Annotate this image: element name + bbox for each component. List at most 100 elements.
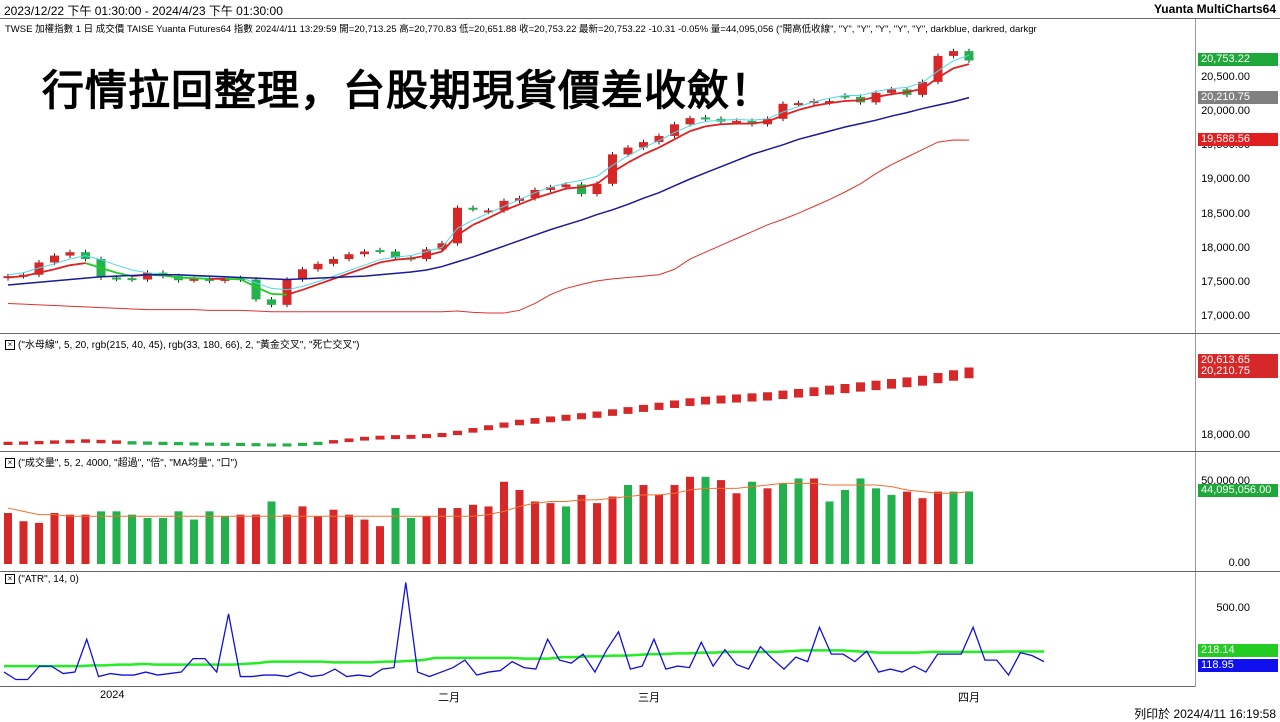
- headline-title: 行情拉回整理，台股期現貨價差收斂！: [42, 57, 773, 118]
- ma-bar: [562, 415, 571, 421]
- mid-line-segment: [318, 279, 334, 284]
- volume-bar: [128, 515, 136, 564]
- ma-bar: [639, 405, 648, 412]
- mid-line-segment: [799, 106, 815, 110]
- atr-plot[interactable]: [0, 572, 1196, 687]
- x-label-feb: 二月: [438, 689, 460, 705]
- volume-header-text: ("成交量", 5, 2, 4000, "超過", "倍", "MA均量", "…: [18, 458, 237, 469]
- volume-plot[interactable]: [0, 452, 1196, 572]
- atr-tag: 118.95: [1198, 659, 1278, 672]
- mid-line-segment: [628, 154, 644, 162]
- ma-bar: [779, 391, 788, 399]
- mid-line-segment: [814, 103, 830, 106]
- ma-bar: [112, 440, 121, 443]
- ma-plot[interactable]: [0, 334, 1196, 452]
- ma-bar: [887, 379, 896, 389]
- ma-bar: [903, 377, 912, 387]
- lower-band-line: [8, 140, 969, 313]
- top-bar: 2023/12/22 下午 01:30:00 - 2024/4/23 下午 01…: [0, 0, 1280, 18]
- ma-bar: [252, 443, 261, 446]
- ma-chart: [0, 334, 1195, 452]
- ma-bar: [655, 403, 664, 410]
- candle: [360, 249, 369, 257]
- candle: [608, 152, 617, 186]
- ma-bar: [360, 437, 369, 441]
- ma-bar: [407, 435, 416, 439]
- price-header: TWSE 加權指數 1 日 成交價 TAISE Yuanta Futures64…: [5, 21, 1037, 35]
- volume-bar: [717, 480, 725, 564]
- y-tick-label: 18,500.00: [1201, 208, 1250, 220]
- mid-line-segment: [70, 263, 86, 265]
- price-y-axis: 20,500.0020,000.0019,500.0019,000.0018,5…: [1196, 19, 1280, 334]
- ma-bar: [608, 409, 617, 416]
- ma-bar: [345, 438, 354, 442]
- y-tick-label: 20,500.00: [1201, 71, 1250, 83]
- volume-bar: [702, 477, 710, 564]
- ma-bar: [872, 381, 881, 390]
- candle: [639, 140, 648, 150]
- volume-bar: [206, 511, 214, 564]
- y-tick-label: 0.00: [1229, 557, 1250, 569]
- volume-bar: [733, 493, 741, 564]
- ma-bar: [376, 436, 385, 440]
- price-tag: 20,210.75: [1198, 91, 1278, 104]
- x-label-mar: 三月: [638, 689, 660, 705]
- candle: [577, 182, 586, 196]
- y-tick-label: 18,000.00: [1201, 242, 1250, 254]
- ma-bar: [267, 443, 276, 446]
- volume-bar: [190, 520, 198, 564]
- volume-bar: [97, 511, 105, 564]
- ma-bar: [283, 443, 292, 446]
- volume-panel: ×("成交量", 5, 2, 4000, "超過", "倍", "MA均量", …: [0, 451, 1280, 572]
- volume-bar: [857, 478, 865, 564]
- ma-bar: [81, 439, 90, 443]
- ma-bar: [314, 442, 323, 445]
- candle: [283, 277, 292, 307]
- volume-bar: [593, 503, 601, 564]
- candle: [670, 122, 679, 138]
- mid-line-segment: [954, 64, 970, 68]
- y-tick-label: 18,000.00: [1201, 429, 1250, 441]
- ma-bar: [763, 392, 772, 400]
- atr-header-text: ("ATR", 14, 0): [18, 574, 79, 585]
- close-icon[interactable]: ×: [5, 574, 15, 584]
- candle: [345, 252, 354, 262]
- ma-bar: [174, 442, 183, 445]
- ma-bar: [934, 373, 943, 383]
- volume-bar: [330, 510, 338, 564]
- volume-bar: [562, 506, 570, 564]
- volume-header: ×("成交量", 5, 2, 4000, "超過", "倍", "MA均量", …: [5, 454, 237, 469]
- ma-tag: 20,210.75: [1198, 365, 1278, 378]
- mid-line-segment: [163, 275, 179, 277]
- candle: [965, 49, 974, 63]
- candle: [949, 49, 958, 59]
- mid-line-segment: [349, 268, 365, 273]
- mid-line-segment: [721, 124, 737, 125]
- close-icon[interactable]: ×: [5, 340, 15, 350]
- close-icon[interactable]: ×: [5, 458, 15, 468]
- volume-bar: [314, 516, 322, 564]
- candle: [267, 297, 276, 307]
- volume-bar: [531, 501, 539, 564]
- ma-bar: [841, 384, 850, 393]
- x-label-apr: 四月: [958, 689, 980, 705]
- ma-bar: [670, 401, 679, 408]
- candle: [469, 205, 478, 211]
- price-tag: 20,753.22: [1198, 53, 1278, 66]
- mid-line-segment: [706, 124, 722, 126]
- volume-bar: [547, 503, 555, 564]
- volume-bar: [810, 478, 818, 564]
- ma-bar: [732, 394, 741, 402]
- volume-bar: [779, 483, 787, 564]
- printed-timestamp: 列印於 2024/4/11 16:19:58: [1134, 705, 1276, 722]
- volume-bar: [221, 516, 229, 564]
- app-brand: Yuanta MultiCharts64: [1154, 2, 1276, 16]
- volume-bar: [159, 518, 167, 564]
- atr-chart: [0, 572, 1195, 687]
- candle: [205, 276, 214, 283]
- atr-tag: 218.14: [1198, 644, 1278, 657]
- volume-bar: [888, 495, 896, 564]
